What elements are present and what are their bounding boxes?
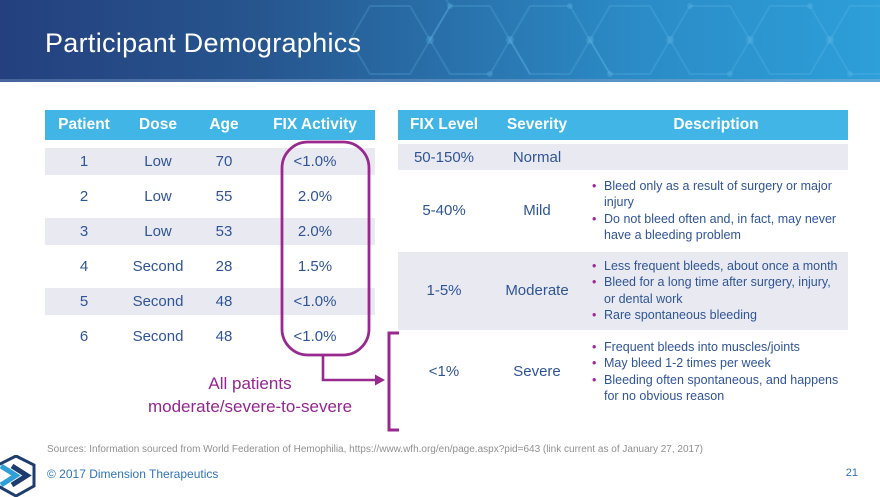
cell-fix-level: 50-150%: [413, 148, 475, 166]
cell-patient: 4: [79, 258, 89, 275]
severity-table-header-row: FIX Level Severity Description: [398, 110, 848, 140]
table-row: 6 Second 48 <1.0%: [45, 319, 375, 354]
cell-severity: Mild: [523, 202, 551, 219]
cell-fix-activity: <1.0%: [293, 293, 337, 310]
annotation-label-line1: All patients: [208, 374, 292, 393]
title-banner: Participant Demographics: [0, 0, 880, 79]
patients-header-fix-activity: FIX Activity: [273, 116, 357, 133]
cell-dose: Second: [132, 293, 184, 310]
cell-patient: 2: [79, 188, 89, 205]
cell-fix-level: 1-5%: [426, 282, 462, 299]
table-row: 3 Low 53 2.0%: [45, 214, 375, 249]
cell-description: Bleed only as a result of surgery or maj…: [584, 178, 848, 243]
annotation-label-line2: moderate/severe-to-severe: [147, 397, 353, 417]
table-row-severe: <1% Severe Frequent bleeds into muscles/…: [398, 333, 848, 411]
description-bullet: Less frequent bleeds, about once a month: [590, 258, 840, 275]
cell-severity: Normal: [512, 148, 562, 166]
cell-patient: 5: [79, 293, 89, 310]
patients-header-age: Age: [209, 116, 239, 133]
annotation-arrowhead: [375, 374, 385, 386]
cell-fix-level: <1%: [428, 363, 460, 380]
severity-header-fix-level: FIX Level: [409, 116, 479, 133]
severity-header-severity: Severity: [506, 116, 568, 133]
cell-patient: 1: [79, 153, 89, 170]
cell-fix-activity: 2.0%: [297, 188, 333, 205]
cell-description: Less frequent bleeds, about once a month…: [584, 258, 848, 323]
cell-dose: Low: [144, 153, 172, 170]
cell-severity: Moderate: [505, 282, 569, 299]
table-row: 5 Second 48 <1.0%: [45, 284, 375, 319]
patients-table: Patient Dose Age FIX Activity 1 Low 70 <…: [45, 110, 375, 354]
cell-fix-level: 5-40%: [422, 202, 466, 219]
severity-header-description: Description: [673, 116, 759, 133]
table-row: 1 Low 70 <1.0%: [45, 144, 375, 179]
cell-age: 55: [215, 188, 233, 205]
severity-table: FIX Level Severity Description 50-150% N…: [398, 110, 848, 414]
cell-dose: Second: [132, 258, 184, 275]
cell-severity: Severe: [513, 363, 561, 380]
cell-age: 70: [215, 153, 233, 170]
table-row: 2 Low 55 2.0%: [45, 179, 375, 214]
cell-patient: 3: [79, 223, 89, 240]
table-row-mild: 5-40% Mild Bleed only as a result of sur…: [398, 173, 848, 249]
cell-description: Frequent bleeds into muscles/joints May …: [584, 339, 848, 404]
patients-header-dose: Dose: [139, 116, 177, 133]
cell-age: 48: [215, 293, 233, 310]
description-bullet: Rare spontaneous bleeding: [590, 307, 840, 324]
cell-age: 48: [215, 328, 233, 345]
cell-fix-activity: 1.5%: [297, 258, 333, 275]
page-number: 21: [845, 467, 858, 479]
cell-fix-activity: 2.0%: [297, 223, 333, 240]
cell-dose: Second: [132, 328, 184, 345]
table-row-moderate: 1-5% Moderate Less frequent bleeds, abou…: [398, 252, 848, 330]
page-title: Participant Demographics: [45, 28, 362, 58]
table-row-normal: 50-150% Normal: [398, 144, 848, 170]
hexagon-pattern-decoration: [348, 0, 880, 77]
description-bullet: Frequent bleeds into muscles/joints: [590, 339, 840, 356]
cell-age: 53: [215, 223, 233, 240]
patients-header-patient: Patient: [58, 116, 110, 133]
description-bullet: Bleed only as a result of surgery or maj…: [590, 178, 840, 211]
description-bullet: Bleeding often spontaneous, and happens …: [590, 372, 840, 405]
copyright-text: © 2017 Dimension Therapeutics: [47, 467, 219, 481]
annotation-label: All patients moderate/severe-to-severe: [133, 372, 367, 419]
cell-fix-activity: <1.0%: [293, 328, 337, 345]
description-bullet: Do not bleed often and, in fact, may nev…: [590, 211, 840, 244]
dimension-therapeutics-logo: [0, 455, 36, 497]
table-row: 4 Second 28 1.5%: [45, 249, 375, 284]
cell-dose: Low: [144, 223, 172, 240]
sources-note: Sources: Information sourced from World …: [47, 444, 703, 455]
banner-bottom-edge: [0, 79, 880, 82]
description-bullet: May bleed 1-2 times per week: [590, 355, 840, 372]
patients-table-header-row: Patient Dose Age FIX Activity: [45, 110, 375, 140]
description-bullet: Bleed for a long time after surgery, inj…: [590, 274, 840, 307]
cell-age: 28: [215, 258, 233, 275]
cell-fix-activity: <1.0%: [293, 153, 337, 170]
cell-dose: Low: [144, 188, 172, 205]
cell-patient: 6: [79, 328, 89, 345]
